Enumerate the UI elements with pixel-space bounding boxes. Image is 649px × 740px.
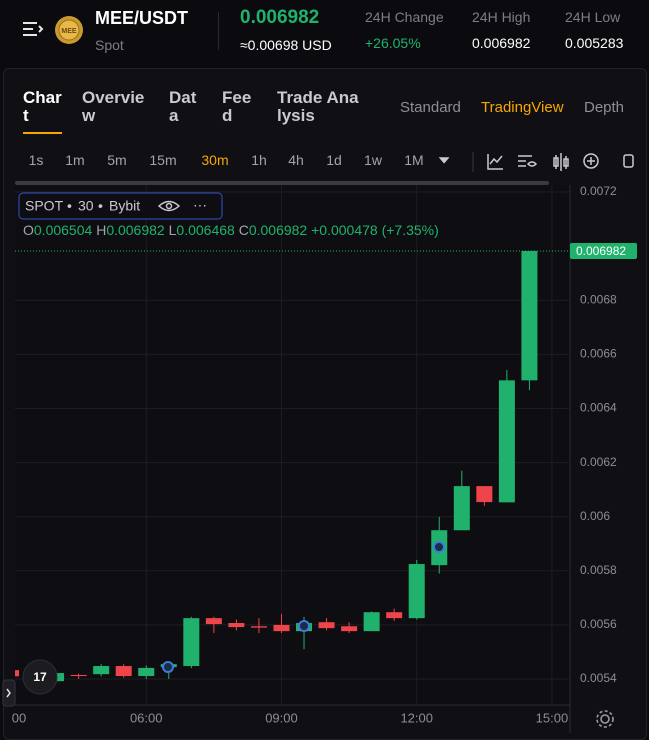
x-tick-label: 09:00 [265, 710, 298, 725]
interval[interactable]: 15m [149, 152, 177, 168]
interval[interactable]: 1h [251, 152, 267, 168]
coin-icon: MEE [55, 16, 83, 44]
interval[interactable]: 1w [364, 152, 382, 168]
stat-label: 24H Low [565, 9, 621, 25]
toolbar-icons [438, 152, 634, 172]
settings-icon[interactable] [596, 710, 614, 728]
ohlc-label: L [169, 222, 177, 238]
price-usd: ≈0.00698 USD [240, 37, 332, 53]
stat-value: 0.006982 [472, 35, 531, 51]
y-tick-label: 0.0064 [580, 401, 617, 415]
legend-sep: • [67, 198, 72, 214]
candle-body [183, 618, 200, 667]
last-price-tag [570, 243, 637, 260]
legend-interval: 30 [78, 198, 94, 214]
divider [218, 12, 219, 50]
candle-body [138, 667, 155, 677]
tab[interactable]: Feed [222, 88, 252, 125]
tab[interactable]: Overview [82, 88, 145, 125]
interval[interactable]: 4h [288, 152, 304, 168]
eye-icon[interactable] [157, 200, 181, 212]
y-tick-label: 0.0054 [580, 671, 617, 685]
legend-market: SPOT [25, 198, 64, 214]
pair[interactable]: MEE/USDT [95, 8, 189, 28]
x-tick-label: 15:00 [536, 710, 569, 725]
x-tick-label: 06:00 [130, 710, 163, 725]
candle-body [341, 626, 358, 632]
tv-logo [22, 659, 58, 695]
interval[interactable]: 1m [65, 152, 85, 168]
interval[interactable]: 30m [201, 152, 229, 168]
candle-body [15, 670, 19, 677]
ohlc-value: 0.006982 [106, 222, 165, 238]
y-tick-label: 0.0066 [580, 347, 617, 361]
y-tick-label: 0.0062 [580, 455, 617, 469]
more-icon[interactable]: ··· [193, 197, 207, 213]
y-tick-label: 0.0056 [580, 617, 617, 631]
tab[interactable]: Trade Analysis [277, 88, 359, 125]
scrollbar[interactable] [15, 181, 549, 185]
x-tick-label: 12:00 [400, 710, 433, 725]
candle-body [205, 618, 222, 625]
tab[interactable]: Data [169, 88, 197, 125]
svg-text:MEE: MEE [61, 28, 77, 35]
candle-body [498, 380, 515, 503]
tab-underline [23, 132, 62, 134]
last-price-label: 0.006982 [576, 244, 626, 258]
side-toggle-arrow [6, 688, 11, 698]
candle-body [115, 666, 132, 677]
menu-icon[interactable] [22, 20, 44, 40]
plot-area [15, 185, 570, 705]
candle-body [386, 612, 403, 619]
candle-body [318, 622, 335, 629]
stat-value: 0.005283 [565, 35, 624, 51]
candle-body [476, 486, 493, 503]
y-tick-label: 0.0068 [580, 292, 617, 306]
tv-logo-text: 17 [33, 670, 47, 684]
candle-body [453, 486, 470, 531]
ohlc-change-pct: (+7.35%) [382, 222, 439, 238]
ohlc-value: 0.006504 [34, 222, 93, 238]
ohlc-change: +0.000478 [311, 222, 378, 238]
candle-body [363, 612, 380, 632]
candle-body [408, 564, 425, 619]
stat-label: 24H High [472, 9, 531, 25]
ohlc-label: C [239, 222, 249, 238]
legend-sep: • [98, 198, 103, 214]
stat-value: +26.05% [365, 35, 421, 51]
ohlc-legend: O0.006504 H0.006982 L0.006468 C0.006982 … [23, 222, 439, 238]
y-tick-label: 0.0058 [580, 563, 617, 577]
chart-mode[interactable]: Depth [584, 99, 625, 116]
tab[interactable]: Chart [23, 88, 62, 125]
interval[interactable]: 1d [326, 152, 342, 168]
ohlc-label: O [23, 222, 34, 238]
interval[interactable]: 1M [404, 152, 424, 168]
candle-body [521, 251, 538, 381]
chart-mode[interactable]: TradingView [481, 99, 564, 116]
interval[interactable]: 5m [107, 152, 127, 168]
candle-body [250, 626, 267, 628]
y-tick-label: 0.006 [580, 509, 610, 523]
y-tick-label: 0.0072 [580, 184, 617, 198]
legend-exchange: Bybit [109, 198, 140, 214]
ohlc-value: 0.006982 [249, 222, 308, 238]
legend-box[interactable] [18, 192, 223, 220]
ohlc-value: 0.006468 [176, 222, 235, 238]
stat-label: 24H Change [365, 9, 444, 25]
candle-body [93, 666, 110, 675]
interval[interactable]: 1s [28, 152, 44, 168]
candle-body [273, 624, 290, 632]
x-tick-label: 00 [12, 710, 26, 725]
candle-body [70, 674, 87, 677]
candle-body [228, 623, 245, 628]
market: Spot [95, 37, 124, 53]
ohlc-label: H [96, 222, 106, 238]
side-toggle[interactable] [2, 679, 16, 707]
chart-mode[interactable]: Standard [400, 99, 461, 116]
price: 0.006982 [240, 7, 320, 28]
